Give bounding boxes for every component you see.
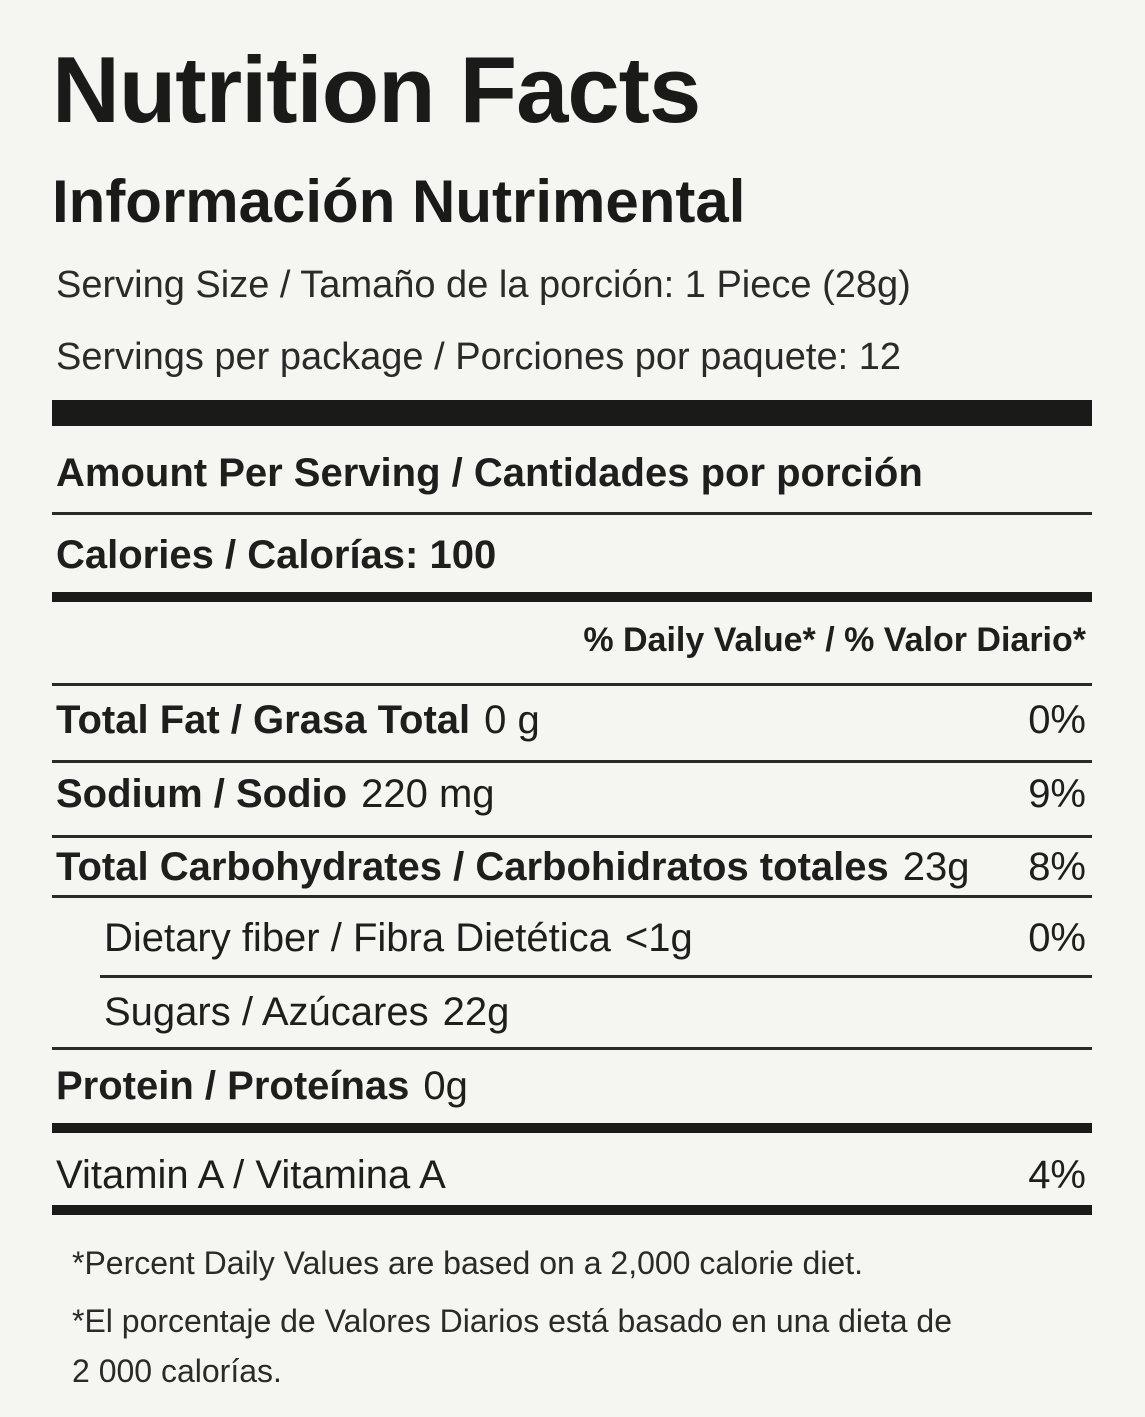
nutrient-label: Total Fat / Grasa Total [56, 698, 471, 742]
nutrient-label: Sugars / Azúcares [104, 990, 429, 1034]
servings-per-package: Servings per package / Porciones por paq… [56, 336, 901, 378]
nutrient-row: Vitamin A / Vitamina A 4% [56, 1147, 1086, 1203]
nutrient-row: Dietary fiber / Fibra Dietética <1g 0% [104, 910, 1086, 966]
nutrient-percent: 4% [1028, 1153, 1086, 1197]
divider [52, 512, 1092, 515]
medium-divider [52, 1205, 1092, 1215]
thick-divider [52, 400, 1092, 426]
medium-divider [52, 592, 1092, 602]
divider [52, 835, 1092, 838]
label-title: Nutrition Facts [52, 37, 701, 142]
serving-size: Serving Size / Tamaño de la porción: 1 P… [56, 264, 911, 306]
nutrient-row: Sodium / Sodio 220 mg 9% [56, 766, 1086, 822]
nutrient-amount: 23g [902, 845, 970, 889]
divider [52, 683, 1092, 686]
nutrient-percent: 8% [1028, 845, 1086, 889]
calories: Calories / Calorías: 100 [56, 533, 497, 577]
divider [100, 975, 1092, 978]
amount-per-serving: Amount Per Serving / Cantidades por porc… [56, 451, 923, 495]
nutrient-amount: 0 g [484, 698, 540, 742]
divider [52, 760, 1092, 763]
nutrient-percent: 0% [1028, 698, 1086, 742]
nutrient-row: Protein / Proteínas 0g [56, 1058, 1086, 1114]
nutrient-row: Sugars / Azúcares 22g [104, 984, 1086, 1040]
nutrient-label: Total Carbohydrates / Carbohidratos tota… [56, 845, 889, 889]
nutrient-amount: 220 mg [361, 772, 495, 816]
nutrient-row: Total Carbohydrates / Carbohidratos tota… [56, 839, 1086, 895]
nutrient-amount: 22g [442, 990, 510, 1034]
nutrient-label: Dietary fiber / Fibra Dietética [104, 916, 611, 960]
nutrient-percent: 0% [1028, 916, 1086, 960]
medium-divider [52, 1123, 1092, 1133]
divider [52, 1047, 1092, 1050]
daily-value-header: % Daily Value* / % Valor Diario* [583, 621, 1086, 659]
nutrient-amount: <1g [624, 916, 693, 960]
nutrient-amount: 0g [423, 1064, 468, 1108]
nutrient-row: Total Fat / Grasa Total 0 g 0% [56, 692, 1086, 748]
label-subtitle: Información Nutrimental [52, 168, 746, 235]
footnote: *Percent Daily Values are based on a 2,0… [72, 1245, 863, 1281]
footnote: 2 000 calorías. [72, 1353, 282, 1389]
nutrient-label: Vitamin A / Vitamina A [56, 1153, 446, 1197]
divider [52, 895, 1092, 898]
nutrient-percent: 9% [1028, 772, 1086, 816]
footnote: *El porcentaje de Valores Diarios está b… [72, 1303, 952, 1339]
nutrient-label: Sodium / Sodio [56, 772, 348, 816]
nutrient-label: Protein / Proteínas [56, 1064, 410, 1108]
